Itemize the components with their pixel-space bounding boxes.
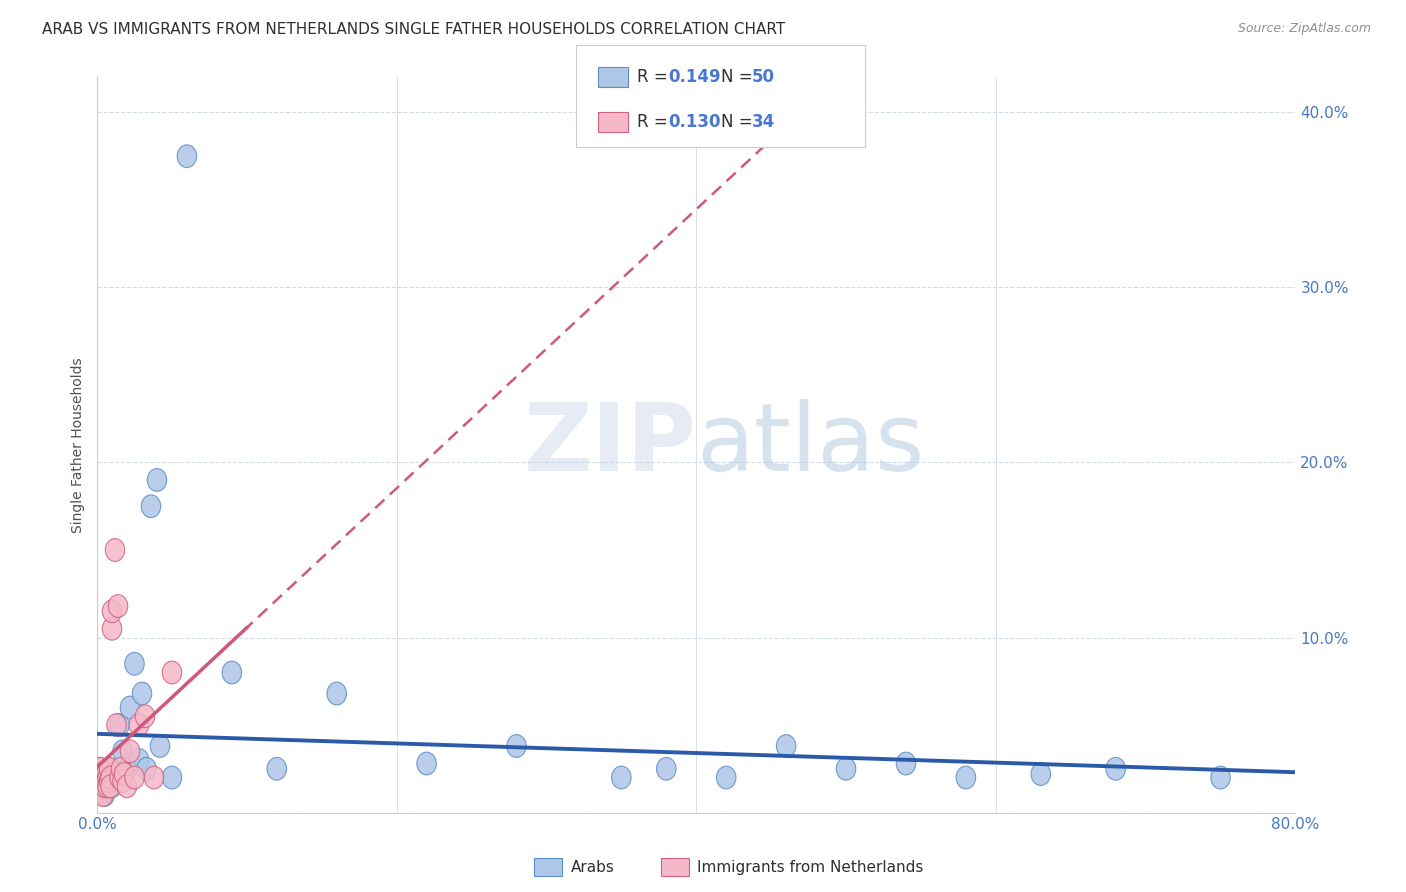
Ellipse shape <box>93 770 112 792</box>
Ellipse shape <box>105 539 125 561</box>
Ellipse shape <box>267 757 287 780</box>
Text: R =: R = <box>637 113 673 131</box>
Ellipse shape <box>114 763 134 786</box>
Text: 0.149: 0.149 <box>668 68 720 86</box>
Ellipse shape <box>96 770 115 792</box>
Ellipse shape <box>129 748 149 772</box>
Ellipse shape <box>328 682 346 705</box>
Text: 0.130: 0.130 <box>668 113 720 131</box>
Ellipse shape <box>91 770 111 792</box>
Ellipse shape <box>94 766 114 789</box>
Ellipse shape <box>100 757 118 780</box>
Ellipse shape <box>121 696 139 719</box>
Ellipse shape <box>717 766 735 789</box>
Text: Source: ZipAtlas.com: Source: ZipAtlas.com <box>1237 22 1371 36</box>
Text: N =: N = <box>721 68 758 86</box>
Ellipse shape <box>135 705 155 728</box>
Y-axis label: Single Father Households: Single Father Households <box>72 357 86 533</box>
Ellipse shape <box>104 766 124 789</box>
Ellipse shape <box>91 763 111 786</box>
Ellipse shape <box>110 714 129 737</box>
Ellipse shape <box>96 775 115 797</box>
Ellipse shape <box>136 757 156 780</box>
Ellipse shape <box>148 468 167 491</box>
Ellipse shape <box>1031 763 1050 786</box>
Ellipse shape <box>612 766 631 789</box>
Ellipse shape <box>1211 766 1230 789</box>
Ellipse shape <box>107 770 127 792</box>
Text: R =: R = <box>637 68 673 86</box>
Ellipse shape <box>98 775 117 797</box>
Ellipse shape <box>111 757 131 780</box>
Ellipse shape <box>90 757 110 780</box>
Text: 34: 34 <box>752 113 776 131</box>
Ellipse shape <box>657 757 676 780</box>
Ellipse shape <box>506 735 526 757</box>
Text: Arabs: Arabs <box>571 860 614 874</box>
Ellipse shape <box>93 770 112 792</box>
Ellipse shape <box>141 495 160 517</box>
Ellipse shape <box>103 775 122 797</box>
Ellipse shape <box>90 770 110 792</box>
Ellipse shape <box>837 757 856 780</box>
Ellipse shape <box>96 763 115 786</box>
Ellipse shape <box>107 714 127 737</box>
Ellipse shape <box>125 652 145 675</box>
Ellipse shape <box>162 766 181 789</box>
Ellipse shape <box>100 775 118 797</box>
Ellipse shape <box>112 739 132 763</box>
Ellipse shape <box>103 770 122 792</box>
Text: atlas: atlas <box>696 399 925 491</box>
Ellipse shape <box>956 766 976 789</box>
Ellipse shape <box>177 145 197 168</box>
Ellipse shape <box>110 766 129 789</box>
Ellipse shape <box>101 766 121 789</box>
Text: N =: N = <box>721 113 758 131</box>
Ellipse shape <box>89 766 108 789</box>
Ellipse shape <box>89 775 108 797</box>
Ellipse shape <box>90 775 110 797</box>
Ellipse shape <box>125 766 145 789</box>
Ellipse shape <box>145 766 163 789</box>
Ellipse shape <box>100 770 118 792</box>
Ellipse shape <box>91 763 111 786</box>
Ellipse shape <box>129 714 149 737</box>
Ellipse shape <box>98 766 117 789</box>
Ellipse shape <box>103 617 122 640</box>
Ellipse shape <box>98 766 117 789</box>
Ellipse shape <box>96 763 115 786</box>
Ellipse shape <box>150 735 170 757</box>
Ellipse shape <box>94 784 114 806</box>
Ellipse shape <box>112 770 132 792</box>
Ellipse shape <box>101 770 121 792</box>
Ellipse shape <box>162 661 181 684</box>
Ellipse shape <box>222 661 242 684</box>
Ellipse shape <box>117 775 136 797</box>
Ellipse shape <box>94 766 114 789</box>
Ellipse shape <box>89 766 108 789</box>
Ellipse shape <box>103 600 122 623</box>
Ellipse shape <box>416 752 436 775</box>
Ellipse shape <box>776 735 796 757</box>
Text: ZIP: ZIP <box>523 399 696 491</box>
Text: Immigrants from Netherlands: Immigrants from Netherlands <box>697 860 924 874</box>
Ellipse shape <box>90 757 110 780</box>
Ellipse shape <box>100 757 118 780</box>
Ellipse shape <box>94 775 114 797</box>
Ellipse shape <box>121 739 139 763</box>
Ellipse shape <box>105 763 125 786</box>
Ellipse shape <box>117 757 136 780</box>
Text: 50: 50 <box>752 68 775 86</box>
Ellipse shape <box>93 784 112 806</box>
Ellipse shape <box>101 775 121 797</box>
Text: ARAB VS IMMIGRANTS FROM NETHERLANDS SINGLE FATHER HOUSEHOLDS CORRELATION CHART: ARAB VS IMMIGRANTS FROM NETHERLANDS SING… <box>42 22 786 37</box>
Ellipse shape <box>98 770 117 792</box>
Ellipse shape <box>132 682 152 705</box>
Ellipse shape <box>108 595 128 617</box>
Ellipse shape <box>1107 757 1125 780</box>
Ellipse shape <box>101 766 121 789</box>
Ellipse shape <box>896 752 915 775</box>
Ellipse shape <box>93 780 112 803</box>
Ellipse shape <box>91 780 111 803</box>
